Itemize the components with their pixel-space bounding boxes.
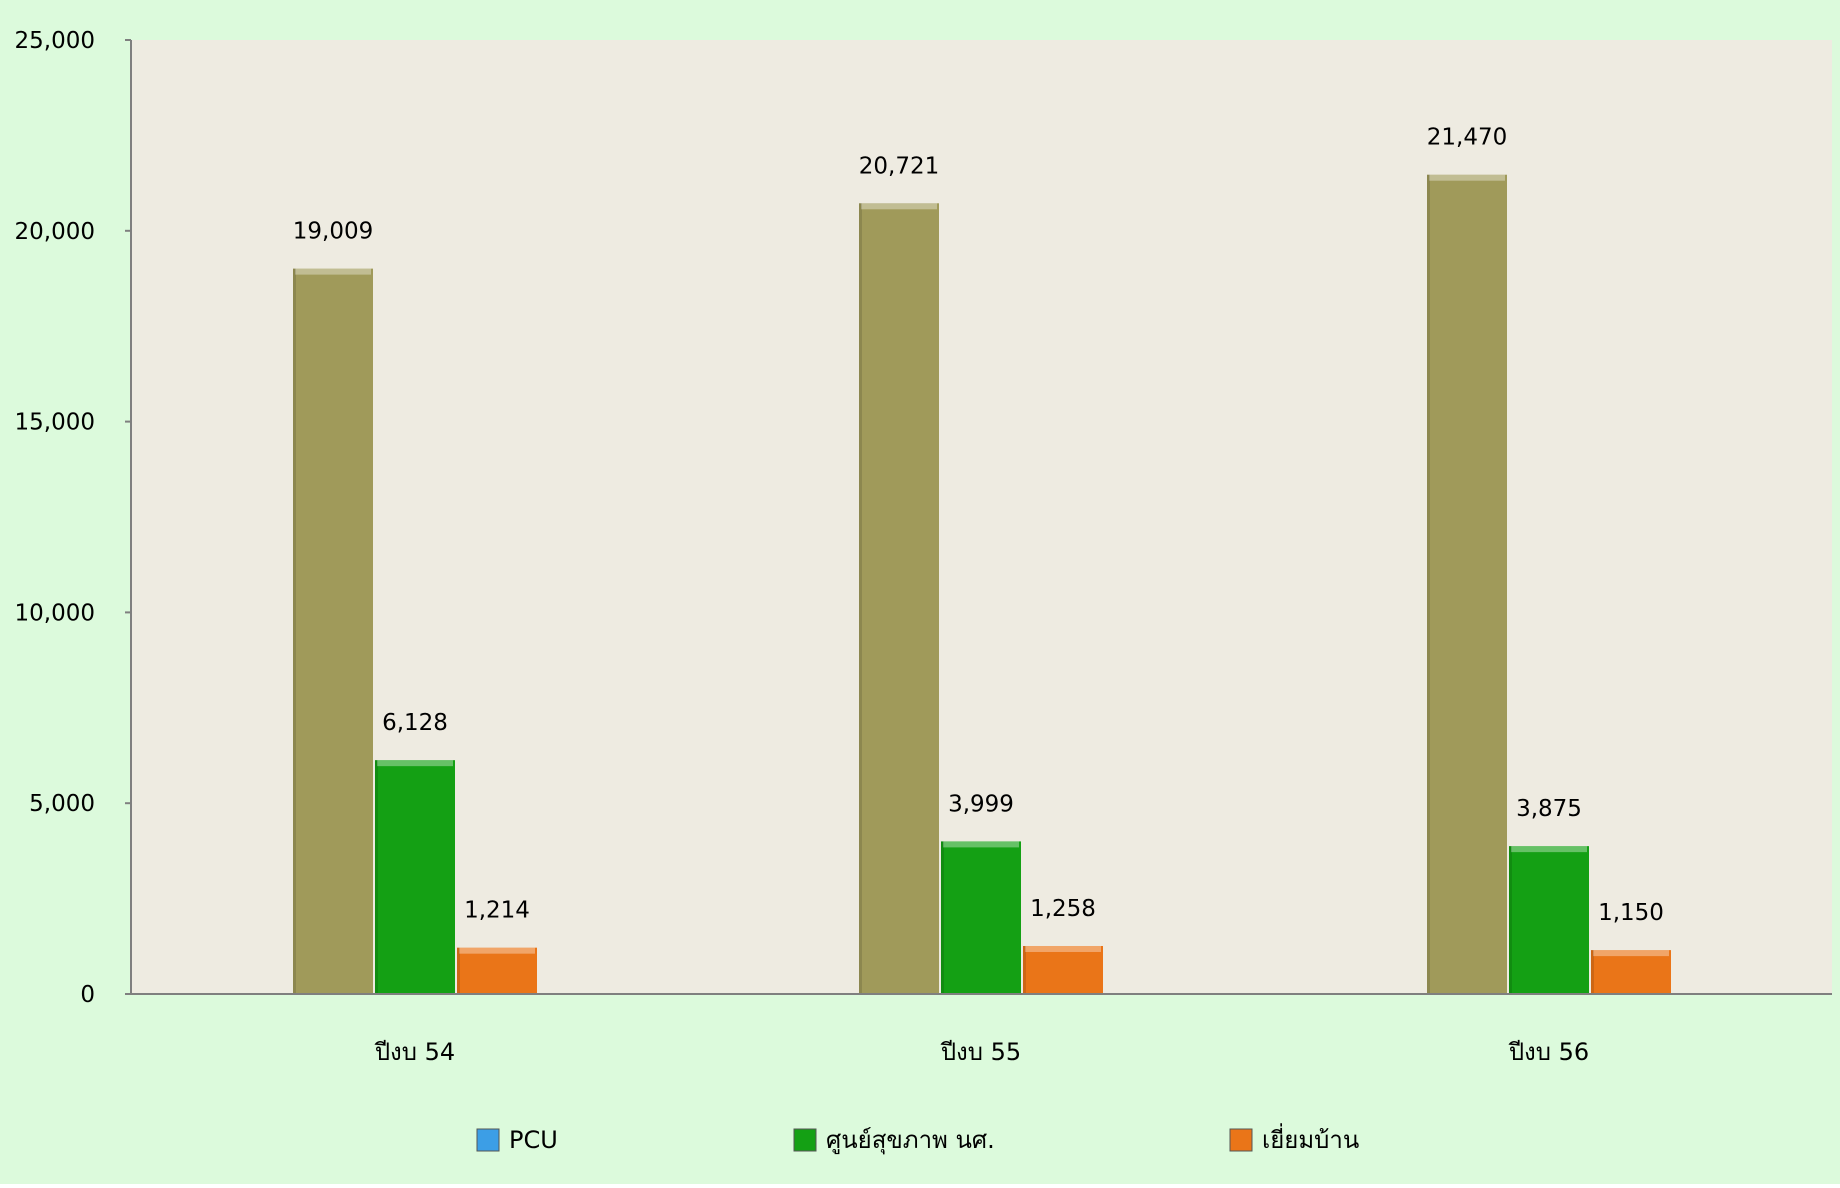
bar xyxy=(941,841,1021,994)
data-label: 1,150 xyxy=(1598,900,1664,926)
data-label: 1,214 xyxy=(464,898,530,924)
bar-highlight xyxy=(1429,174,1505,181)
bar-highlight xyxy=(459,947,535,954)
bar xyxy=(1427,174,1507,994)
legend-swatch xyxy=(1229,1128,1253,1152)
bar-edge xyxy=(293,268,296,994)
bar-edge xyxy=(1023,945,1026,994)
legend-label: เยี่ยมบ้าน xyxy=(1262,1123,1359,1154)
legend-label: ศูนย์สุขภาพ นศ. xyxy=(826,1126,995,1155)
bar-highlight xyxy=(1025,945,1101,952)
bar-highlight xyxy=(1511,846,1587,853)
bar-edge xyxy=(859,203,862,995)
x-tick-label: ปีงบ 54 xyxy=(374,1038,455,1066)
y-tick-label: 20,000 xyxy=(15,219,95,245)
bar-highlight xyxy=(295,268,371,275)
x-tick-label: ปีงบ 56 xyxy=(1508,1038,1589,1066)
y-axis: 0 5,000 10,000 15,000 20,000 25,000 xyxy=(15,28,132,1008)
bar xyxy=(1509,846,1589,994)
bar xyxy=(293,268,373,994)
bar xyxy=(1591,950,1671,994)
bar-highlight xyxy=(377,760,453,767)
data-label: 3,875 xyxy=(1516,796,1582,822)
y-tick-label: 0 xyxy=(80,982,95,1008)
legend: PCU ศูนย์สุขภาพ นศ. เยี่ยมบ้าน xyxy=(476,1123,1359,1155)
x-tick-label: ปีงบ 55 xyxy=(940,1038,1021,1066)
legend-swatch xyxy=(476,1128,500,1152)
x-axis: ปีงบ 54 ปีงบ 55 ปีงบ 56 xyxy=(131,993,1832,1066)
legend-label: PCU xyxy=(509,1126,558,1154)
bar-highlight xyxy=(943,841,1019,848)
bar-edge xyxy=(1591,950,1594,994)
bars xyxy=(293,174,1671,995)
data-label: 6,128 xyxy=(382,710,448,736)
bar-edge xyxy=(457,947,460,994)
legend-swatch xyxy=(793,1128,817,1152)
bar xyxy=(457,947,537,994)
y-tick-label: 15,000 xyxy=(15,410,95,436)
y-tick-label: 10,000 xyxy=(15,600,95,626)
bar-edge xyxy=(941,841,944,994)
bar-edge xyxy=(1509,846,1512,994)
bar-highlight xyxy=(1593,950,1669,957)
data-label: 21,470 xyxy=(1427,125,1507,151)
data-label: 3,999 xyxy=(948,791,1014,817)
data-label: 19,009 xyxy=(293,219,373,245)
data-labels: 19,009 20,721 21,470 6,128 3,999 3,875 1,214 1,… xyxy=(293,125,1664,926)
y-tick-label: 25,000 xyxy=(15,28,95,54)
data-label: 1,258 xyxy=(1030,896,1096,922)
bar-highlight xyxy=(861,203,937,210)
bar xyxy=(375,760,455,994)
y-tick-label: 5,000 xyxy=(29,791,95,817)
bar xyxy=(859,203,939,995)
bar-edge xyxy=(1427,174,1430,994)
bar xyxy=(1023,945,1103,994)
data-label: 20,721 xyxy=(859,153,939,179)
bar-edge xyxy=(375,760,378,994)
